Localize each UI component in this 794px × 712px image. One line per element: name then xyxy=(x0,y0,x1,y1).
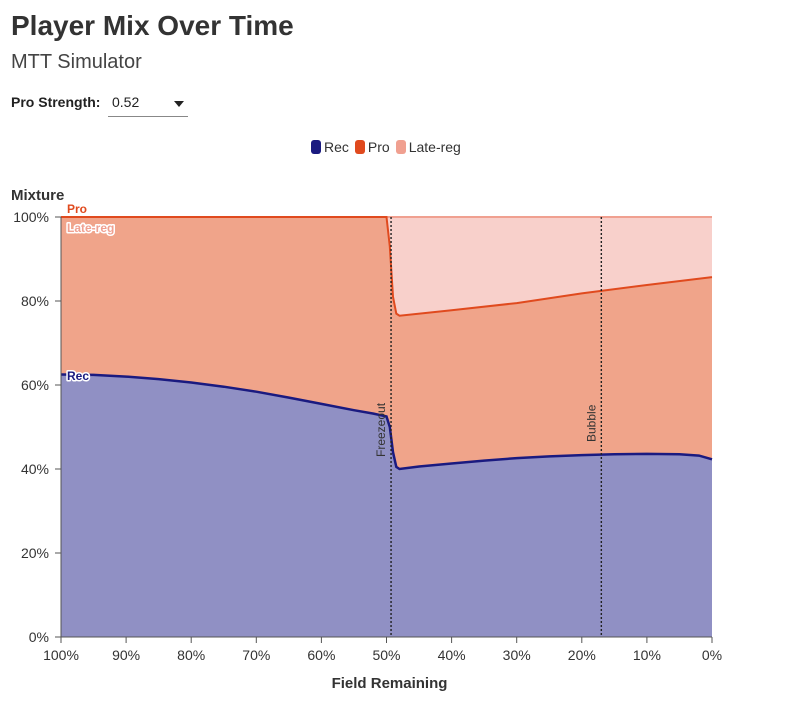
chevron-down-icon xyxy=(174,101,184,107)
x-tick-label: 30% xyxy=(503,647,531,663)
series-label-rec: Rec xyxy=(67,369,89,383)
x-axis-title: Field Remaining xyxy=(332,675,448,692)
pro-line xyxy=(61,216,713,317)
legend-label-pro: Pro xyxy=(367,139,390,155)
x-tick-label: 20% xyxy=(568,647,596,663)
legend-item-rec[interactable]: Rec xyxy=(311,139,349,155)
x-tick-label: 100% xyxy=(43,647,79,663)
legend-swatch-late-reg xyxy=(395,140,406,154)
legend-swatch-rec xyxy=(311,140,321,154)
x-tick-label: 40% xyxy=(438,647,466,663)
y-tick-label: 100% xyxy=(13,209,49,225)
x-tick-label: 50% xyxy=(372,647,400,663)
x-tick-label: 60% xyxy=(307,647,335,663)
legend-swatch-pro xyxy=(354,140,365,154)
legend-label-rec: Rec xyxy=(324,139,349,155)
series-label-late-reg: Late-reg xyxy=(67,221,114,235)
pro-strength-value: 0.52 xyxy=(112,94,140,110)
legend-item-pro[interactable]: Pro xyxy=(354,139,390,155)
annotation-label-bubble: Bubble xyxy=(584,404,598,442)
y-axis-title: Mixture xyxy=(11,187,64,204)
x-tick-label: 10% xyxy=(633,647,661,663)
x-tick-label: 80% xyxy=(177,647,205,663)
chart-legend: Rec Pro Late-reg xyxy=(311,139,461,155)
player-mix-chart: 0% 20% 40% 60% 80% 100% 100% 90% 80% 70% 60% 50% 40%… xyxy=(11,187,722,692)
pro-strength-select[interactable]: 0.52 xyxy=(108,90,188,117)
y-tick-label: 0% xyxy=(29,629,49,645)
page-title: Player Mix Over Time xyxy=(11,10,294,41)
pro-strength-label: Pro Strength: xyxy=(11,94,101,110)
y-tick-label: 20% xyxy=(21,545,49,561)
series-label-pro: Pro xyxy=(67,202,87,216)
y-tick-label: 40% xyxy=(21,461,49,477)
legend-item-late-reg[interactable]: Late-reg xyxy=(395,139,461,155)
rec-line xyxy=(60,373,713,471)
y-tick-label: 80% xyxy=(21,293,49,309)
x-tick-label: 0% xyxy=(702,647,722,663)
y-tick-label: 60% xyxy=(21,377,49,393)
rec-area xyxy=(61,374,712,637)
x-tick-label: 90% xyxy=(112,647,140,663)
legend-label-late-reg: Late-reg xyxy=(408,139,461,155)
page-subtitle: MTT Simulator xyxy=(11,51,142,73)
x-tick-label: 70% xyxy=(242,647,270,663)
annotation-label-freezeout: Freezeout xyxy=(374,402,388,457)
